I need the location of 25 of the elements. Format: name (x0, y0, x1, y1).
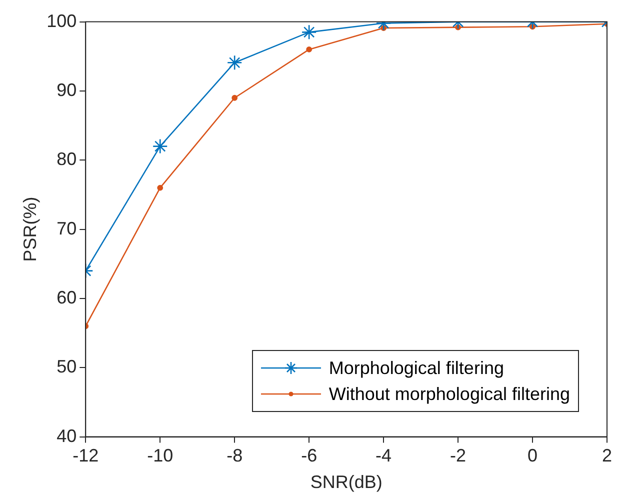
point (232, 94, 238, 101)
y-tick-label: 100 (46, 10, 77, 31)
x-tick-label: -8 (226, 446, 243, 466)
y-tick-label: 40 (56, 426, 77, 446)
x-tick-label: -4 (376, 446, 392, 466)
y-tick-label: 60 (56, 287, 77, 308)
legend-label: Morphological filtering (328, 357, 504, 380)
y-tick-label: 50 (56, 356, 77, 377)
y-tick-label: 90 (56, 80, 77, 100)
x-tick-label: 2 (602, 446, 612, 466)
legend-label: Without morphological filtering (328, 383, 570, 406)
x-tick-label: 0 (528, 446, 538, 466)
y-axis-title: PSR(%) (20, 196, 40, 262)
y-tick-label: 80 (56, 149, 77, 170)
x-tick-label: -2 (450, 446, 466, 466)
x-tick-label: -10 (147, 446, 174, 466)
x-axis-title: SNR(dB) (310, 472, 382, 492)
point (157, 184, 164, 191)
point (152, 138, 168, 154)
y-tick-label: 70 (56, 218, 77, 238)
point (301, 24, 317, 40)
x-tick-label: -6 (301, 446, 318, 466)
x-tick-label: -12 (72, 446, 99, 466)
point (226, 54, 242, 70)
point (306, 46, 312, 52)
